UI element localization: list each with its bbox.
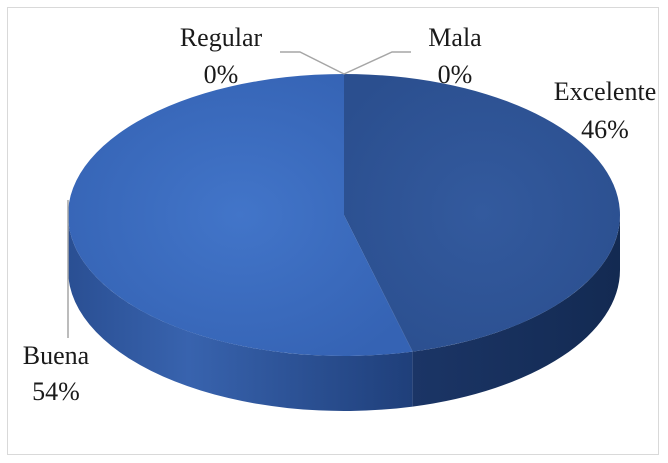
- label-excelente-name: Excelente: [554, 77, 657, 106]
- label-buena-name: Buena: [23, 341, 90, 370]
- leader-line-mala: [343, 51, 411, 75]
- label-excelente-value: 46%: [581, 115, 629, 144]
- label-mala-value: 0%: [438, 60, 473, 89]
- leader-line-regular: [280, 51, 345, 75]
- label-regular-value: 0%: [204, 60, 239, 89]
- pie-slice-excelente: [344, 74, 621, 352]
- label-regular-name: Regular: [180, 23, 263, 52]
- pie-slice-buena-side: [68, 215, 413, 411]
- label-buena-value: 54%: [32, 377, 80, 406]
- label-mala-name: Mala: [428, 23, 482, 52]
- pie-slice-excelente-side: [412, 215, 620, 407]
- pie-slice-buena: [67, 74, 413, 356]
